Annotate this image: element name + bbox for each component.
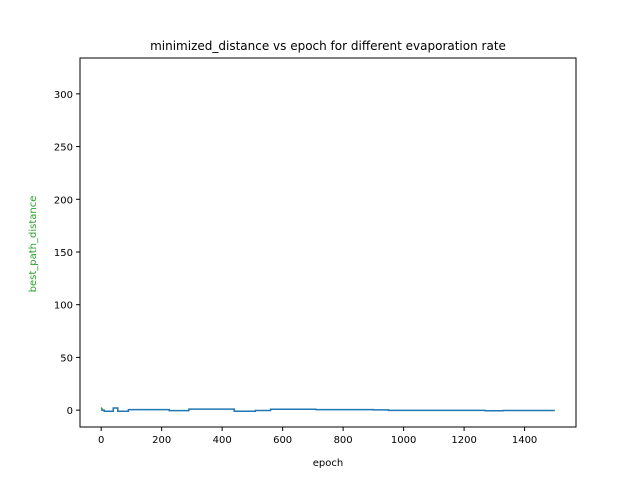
y-axis: 0 50 100 150 200 250 300	[54, 90, 80, 417]
y-tick-label: 300	[54, 90, 73, 101]
x-tick-label: 0	[98, 435, 104, 446]
x-tick-label: 1400	[512, 435, 537, 446]
y-tick-label: 50	[60, 353, 73, 364]
series-line-0	[101, 407, 555, 412]
chart-title: minimized_distance vs epoch for differen…	[150, 39, 506, 53]
plot-area	[100, 407, 555, 412]
y-tick-label: 150	[54, 248, 73, 259]
y-axis-label: best_path_distance	[28, 196, 39, 293]
x-tick-label: 1000	[391, 435, 416, 446]
axes-frame	[79, 57, 577, 428]
x-axis-label: epoch	[313, 458, 343, 469]
x-tick-label: 200	[152, 435, 171, 446]
x-tick-label: 800	[334, 435, 353, 446]
y-tick-label: 200	[54, 195, 73, 206]
y-tick-label: 250	[54, 143, 73, 154]
y-tick-label: 0	[67, 406, 73, 417]
x-tick-label: 400	[213, 435, 232, 446]
x-tick-label: 1200	[451, 435, 476, 446]
x-tick-label: 600	[273, 435, 292, 446]
x-axis: 0 200 400 600 800 1000 1200 1400	[98, 427, 537, 446]
y-tick-label: 100	[54, 301, 73, 312]
